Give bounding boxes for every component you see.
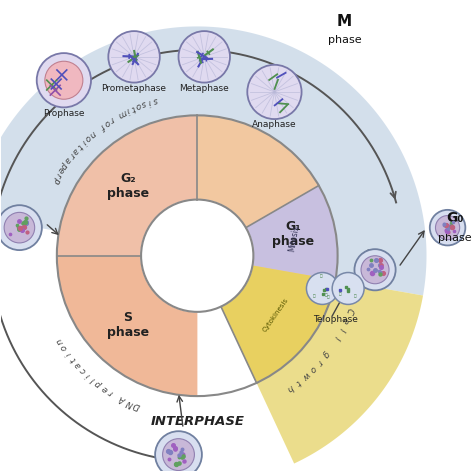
Polygon shape: [57, 115, 197, 255]
Text: l: l: [90, 375, 97, 383]
Polygon shape: [221, 265, 336, 383]
Text: Telophase: Telophase: [313, 315, 358, 324]
Text: p: p: [94, 379, 104, 389]
Text: i: i: [79, 137, 87, 146]
Text: c: c: [78, 365, 88, 374]
Text: ➰: ➰: [325, 293, 327, 297]
Text: r: r: [107, 387, 115, 397]
Text: Anaphase: Anaphase: [252, 120, 297, 129]
Text: t: t: [293, 377, 302, 387]
Circle shape: [247, 65, 301, 119]
Text: phase: phase: [438, 233, 472, 243]
Text: i: i: [124, 106, 130, 115]
Text: Mitosis: Mitosis: [287, 225, 301, 253]
Text: e: e: [55, 165, 66, 174]
Circle shape: [141, 200, 254, 312]
Text: r: r: [67, 151, 76, 159]
Text: i: i: [64, 349, 73, 357]
Text: f: f: [98, 121, 105, 130]
Circle shape: [332, 273, 364, 304]
Text: a: a: [63, 155, 73, 164]
Text: t: t: [69, 355, 78, 363]
Circle shape: [36, 53, 91, 108]
Text: ➰: ➰: [338, 292, 341, 297]
Text: a: a: [73, 359, 83, 369]
Text: e: e: [100, 383, 109, 393]
Text: S
phase: S phase: [107, 311, 149, 339]
Polygon shape: [197, 115, 337, 383]
Text: l: l: [332, 334, 341, 341]
Text: h: h: [285, 383, 295, 393]
Text: t: t: [129, 103, 136, 112]
Text: l: l: [337, 326, 346, 332]
Circle shape: [0, 205, 42, 250]
Text: e: e: [340, 316, 350, 324]
Text: ➰: ➰: [319, 274, 322, 279]
Text: G₁
phase: G₁ phase: [272, 220, 314, 248]
Text: phase: phase: [328, 36, 362, 46]
Text: C: C: [344, 307, 354, 315]
Polygon shape: [197, 255, 423, 464]
Text: ➰: ➰: [327, 296, 329, 300]
Text: ➰: ➰: [313, 294, 316, 298]
Text: i: i: [147, 97, 152, 106]
Text: M: M: [337, 14, 352, 29]
Text: o: o: [59, 343, 70, 352]
Text: A: A: [119, 394, 128, 405]
Text: i: i: [84, 371, 92, 379]
Text: t: t: [74, 141, 83, 150]
Circle shape: [355, 249, 396, 291]
Text: o: o: [134, 100, 142, 110]
Text: G₀: G₀: [446, 211, 463, 225]
Text: Cytokinesis: Cytokinesis: [262, 297, 290, 333]
Text: o: o: [82, 132, 92, 142]
Text: ➰: ➰: [354, 294, 356, 299]
Text: m: m: [116, 107, 128, 119]
Circle shape: [163, 438, 194, 471]
Circle shape: [45, 61, 83, 99]
Text: o: o: [307, 364, 318, 374]
Text: s: s: [140, 98, 147, 109]
Polygon shape: [246, 185, 337, 280]
Text: P: P: [49, 175, 60, 184]
Polygon shape: [0, 27, 427, 295]
Text: n: n: [87, 128, 97, 138]
Text: Metaphase: Metaphase: [179, 83, 229, 92]
Circle shape: [4, 212, 35, 243]
Circle shape: [436, 216, 460, 240]
Circle shape: [310, 263, 361, 314]
Text: p: p: [59, 160, 69, 169]
Text: INTERPHASE: INTERPHASE: [150, 415, 244, 428]
Polygon shape: [57, 255, 197, 396]
Text: Prophase: Prophase: [43, 109, 85, 118]
Text: s: s: [152, 95, 159, 105]
Text: r: r: [53, 171, 63, 178]
Text: w: w: [300, 370, 311, 382]
Text: r: r: [315, 357, 324, 366]
Text: g: g: [320, 349, 330, 359]
Text: n: n: [55, 337, 65, 346]
Circle shape: [361, 256, 389, 284]
Text: Prometaphase: Prometaphase: [101, 83, 166, 92]
Circle shape: [430, 210, 465, 246]
Text: a: a: [70, 145, 80, 155]
Text: r: r: [108, 114, 115, 124]
Polygon shape: [57, 115, 337, 396]
Circle shape: [307, 273, 338, 304]
Text: N: N: [125, 397, 135, 408]
Text: G₂
phase: G₂ phase: [107, 172, 149, 200]
Text: D: D: [132, 400, 142, 411]
Circle shape: [109, 31, 160, 82]
Circle shape: [179, 31, 230, 82]
Text: o: o: [102, 117, 111, 128]
Circle shape: [155, 431, 202, 474]
